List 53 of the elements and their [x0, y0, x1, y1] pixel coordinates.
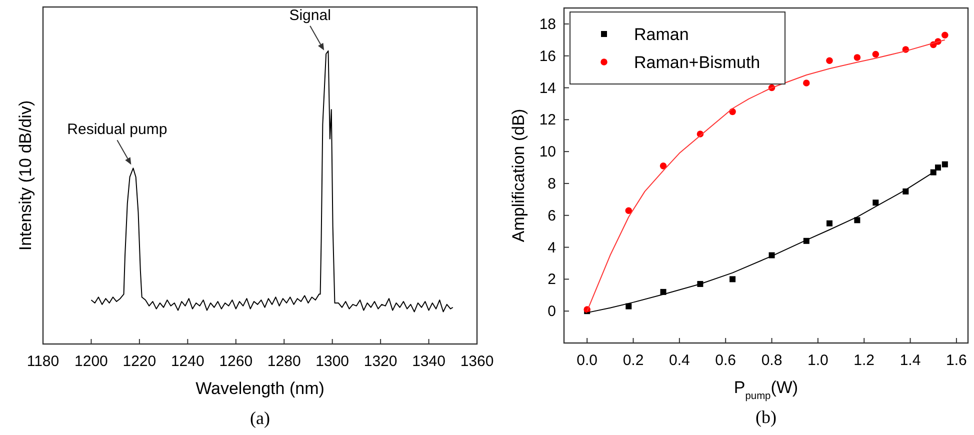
y-tick-label: 10 — [539, 144, 556, 161]
point — [942, 161, 948, 168]
x-tick-label: 1240 — [170, 353, 204, 370]
x-tick-label: 1.0 — [808, 352, 828, 369]
point — [626, 303, 632, 310]
y-tick-label: 12 — [539, 112, 556, 129]
y-axis-title: Intensity (10 dB/div) — [16, 100, 35, 251]
x-tick-label: 1200 — [74, 353, 108, 370]
point — [660, 162, 667, 170]
point — [826, 57, 833, 64]
point — [730, 276, 736, 282]
annotation: Signal — [289, 6, 331, 24]
y-tick-label: 0 — [548, 303, 556, 320]
x-tick-label: 1300 — [316, 353, 350, 370]
x-tick-label: 1.6 — [946, 352, 967, 369]
x-tick-label: 1.4 — [900, 352, 921, 369]
x-tick-label: 1180 — [26, 353, 60, 370]
point — [872, 200, 879, 206]
text: (b) — [756, 407, 776, 427]
point — [872, 50, 880, 58]
point — [854, 217, 860, 224]
x-tick-label: 1340 — [412, 353, 446, 370]
x-tick-label: 0.0 — [576, 352, 598, 369]
x-tick-label: 0.4 — [669, 352, 690, 369]
y-tick-label: 18 — [539, 16, 556, 33]
x-tick-label: 1220 — [122, 353, 156, 370]
x-axis-title: Wavelength (nm) — [196, 379, 324, 398]
y-tick-label: 8 — [548, 175, 556, 192]
x-tick-label: 1360 — [460, 353, 494, 370]
y-tick-label: 6 — [548, 207, 556, 224]
x-tick-label: 1260 — [219, 353, 253, 370]
y-tick-label: 14 — [539, 80, 556, 97]
point — [803, 80, 810, 86]
point — [625, 207, 632, 214]
x-tick-label: 0.2 — [622, 352, 644, 369]
x-tick-label: 1.2 — [854, 352, 875, 369]
point — [934, 164, 941, 171]
x-tick-label: 1280 — [267, 353, 301, 370]
point — [854, 54, 861, 61]
text: (a) — [250, 408, 270, 428]
y-tick-label: 2 — [548, 271, 556, 288]
x-tick-label: 0.6 — [715, 352, 736, 369]
point — [942, 32, 948, 38]
x-tick-label: 1320 — [364, 353, 398, 370]
x-axis-title: P$_{pump}$(W) — [734, 378, 798, 402]
annotation: Residual pump — [67, 121, 168, 138]
x-tick-label: 0.8 — [761, 352, 782, 369]
legend-label: Raman — [634, 25, 689, 44]
y-tick-label: 16 — [539, 48, 556, 65]
y-axis-title: Amplification (dB) — [509, 108, 528, 242]
legend-label: Raman+Bismuth — [634, 53, 760, 72]
point — [826, 220, 832, 226]
y-tick-label: 4 — [548, 239, 556, 256]
